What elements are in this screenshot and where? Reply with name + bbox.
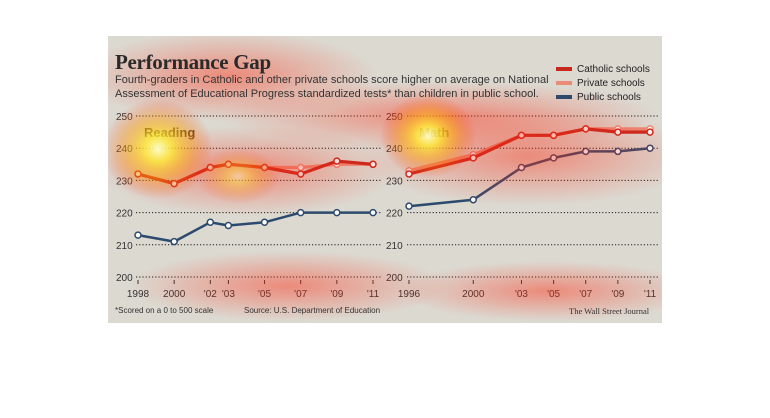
- data-point: [260, 163, 269, 172]
- data-point: [517, 131, 526, 140]
- y-tick-label: 200: [116, 273, 133, 284]
- data-point: [224, 221, 233, 230]
- legend-label: Catholic schools: [577, 64, 650, 75]
- y-tick-label: 230: [116, 176, 133, 187]
- data-point: [296, 208, 305, 217]
- data-point: [405, 202, 413, 210]
- chart-title: Performance Gap: [115, 50, 271, 74]
- legend-label: Private schools: [577, 78, 645, 89]
- publisher-credit: The Wall Street Journal: [569, 306, 650, 316]
- data-point: [296, 163, 305, 172]
- legend-item-catholic: Catholic schools: [556, 64, 650, 75]
- y-tick-label: 250: [116, 112, 133, 123]
- x-tick-label: 2000: [163, 289, 186, 300]
- chart-subtitle: Fourth-graders in Catholic and other pri…: [115, 74, 549, 100]
- x-tick-label: 2000: [462, 289, 485, 300]
- data-point: [549, 131, 558, 140]
- data-point: [369, 208, 377, 217]
- series-line-public-schools: [408, 146, 651, 208]
- legend-item-public: Public schools: [556, 92, 641, 103]
- y-tick-label: 220: [386, 209, 403, 220]
- y-tick-label: 200: [386, 273, 403, 284]
- legend-label: Public schools: [577, 92, 641, 103]
- legend-swatch: [556, 81, 572, 86]
- y-tick-label: 230: [386, 176, 403, 187]
- footnote: *Scored on a 0 to 500 scale: [115, 306, 214, 315]
- y-tick-label: 220: [116, 209, 133, 220]
- x-tick-label: 1996: [398, 289, 421, 300]
- x-tick-label: '02: [204, 289, 217, 300]
- data-point: [206, 163, 215, 172]
- data-point: [405, 170, 413, 178]
- chart-panel: 200 210 220 230 240 250 Reading 1998 2000 '02 '03 '…: [108, 36, 662, 323]
- x-tick-label: '05: [258, 289, 271, 300]
- legend-item-private: Private schools: [556, 78, 645, 89]
- data-point: [581, 147, 590, 156]
- data-point: [517, 163, 526, 172]
- data-point: [646, 144, 654, 152]
- data-point: [260, 218, 269, 227]
- data-point: [170, 237, 178, 246]
- x-tick-label: '07: [294, 289, 307, 300]
- x-tick-label: '09: [330, 289, 343, 300]
- legend-swatch: [556, 67, 572, 72]
- data-point: [206, 218, 215, 227]
- data-point: [549, 154, 558, 162]
- x-tick-label: '11: [644, 289, 657, 300]
- data-point: [224, 160, 233, 169]
- y-tick-label: 250: [386, 112, 403, 123]
- y-tick-label: 210: [386, 241, 403, 252]
- data-point: [333, 208, 341, 217]
- x-tick-label: '11: [367, 289, 380, 300]
- data-point: [469, 154, 478, 162]
- data-point: [134, 231, 142, 239]
- x-tick-label: '09: [611, 289, 624, 300]
- y-tick-label: 240: [116, 144, 133, 155]
- panel-title: Reading: [144, 125, 195, 140]
- x-tick-label: '03: [222, 289, 235, 300]
- data-point: [170, 179, 178, 188]
- y-tick-label: 210: [116, 241, 133, 252]
- panel-title: Math: [419, 125, 449, 140]
- x-tick-label: '05: [547, 289, 560, 300]
- x-tick-label: '07: [579, 289, 592, 300]
- data-point: [333, 157, 341, 165]
- source-note: Source: U.S. Department of Education: [244, 306, 381, 315]
- data-point: [614, 147, 622, 156]
- series-line-public-schools: [137, 211, 373, 243]
- data-point: [369, 160, 377, 169]
- data-point: [134, 170, 142, 178]
- data-point: [614, 128, 622, 136]
- data-point: [581, 125, 590, 133]
- legend-swatch: [556, 95, 572, 100]
- data-point: [296, 170, 305, 178]
- x-tick-label: '03: [515, 289, 528, 300]
- y-tick-label: 240: [386, 144, 403, 155]
- data-point: [469, 195, 478, 204]
- data-point: [646, 128, 654, 136]
- x-tick-label: 1998: [127, 289, 150, 300]
